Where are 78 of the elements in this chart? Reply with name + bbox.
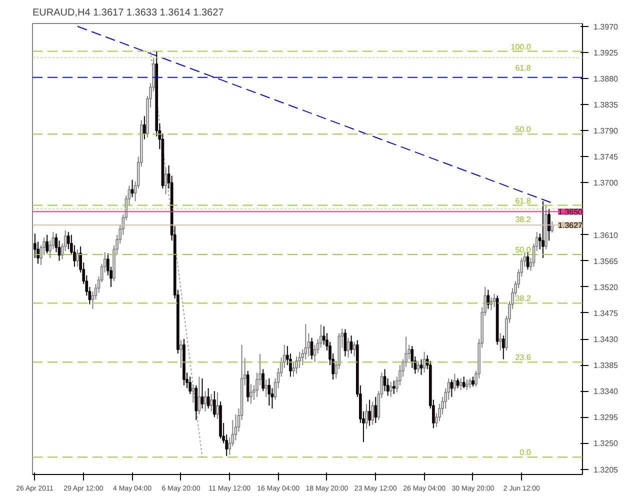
candlestick <box>498 332 502 352</box>
candlestick <box>420 358 423 376</box>
candlestick <box>352 341 356 357</box>
candlestick <box>383 368 386 392</box>
annotation: 100.0 <box>510 42 532 52</box>
candlestick <box>250 384 252 404</box>
annotation: 38.2 <box>515 214 532 224</box>
annotation: 23.6 <box>515 353 532 362</box>
candlestick <box>453 373 456 392</box>
candlestick <box>416 360 420 374</box>
chart-title: EURAUD,H4 1.3617 1.3633 1.3614 1.3627 <box>32 8 224 18</box>
candlestick <box>465 379 468 390</box>
candlestick <box>262 368 264 392</box>
candlestick <box>180 340 182 368</box>
candlestick <box>194 384 198 421</box>
candlestick <box>200 378 204 409</box>
candlestick <box>76 248 79 268</box>
y-tick-label: 1.3700 <box>594 178 619 188</box>
candlestick <box>548 208 550 242</box>
candlestick <box>210 394 213 412</box>
y-tick-label: 1.3790 <box>594 126 619 136</box>
candlestick <box>143 116 146 140</box>
candlestick <box>164 168 168 195</box>
candlestick <box>264 379 268 398</box>
y-tick-label: 1.3835 <box>594 100 619 110</box>
candlestick <box>268 378 271 406</box>
y-tick-label: 1.3205 <box>594 465 619 474</box>
candlestick <box>246 370 250 402</box>
candlestick <box>346 337 350 358</box>
y-tick-label: 1.3250 <box>594 439 619 448</box>
y-tick-label: 1.3925 <box>594 48 619 58</box>
annotation: 50.0 <box>515 246 532 254</box>
y-tick-label: 1.3745 <box>594 152 619 162</box>
annotation: 61.8 <box>515 196 532 206</box>
candlestick <box>206 388 210 409</box>
ref-line-label: 1.3650 <box>558 208 584 217</box>
candlestick <box>130 179 134 198</box>
candlestick <box>502 335 505 360</box>
y-tick-label: 1.3430 <box>594 335 619 344</box>
candlestick <box>350 335 353 354</box>
y-tick-label: 1.3970 <box>594 22 619 32</box>
candlestick <box>472 376 474 387</box>
candlestick <box>389 381 392 398</box>
candlestick <box>365 403 368 430</box>
y-tick-label: 1.3520 <box>594 282 619 292</box>
candlestick <box>368 399 371 426</box>
candlestick <box>374 396 378 424</box>
ref-line-label: 1.3627 <box>558 220 584 230</box>
candlestick <box>456 378 460 389</box>
candlestick <box>468 378 472 389</box>
y-tick-label: 1.3565 <box>594 256 619 266</box>
y-tick-label: 1.3610 <box>594 230 619 240</box>
candlestick <box>295 356 298 374</box>
candlestick <box>204 390 207 412</box>
candlestick <box>492 293 496 308</box>
y-tick-label: 1.3880 <box>594 74 619 84</box>
candlestick <box>46 234 49 254</box>
annotation: 0.0 <box>520 448 532 458</box>
candlestick <box>213 390 216 418</box>
candlestick <box>344 328 347 357</box>
candlestick <box>216 392 219 420</box>
y-tick-label: 1.3295 <box>594 413 619 422</box>
candlestick <box>459 378 462 390</box>
y-tick-label: 1.3475 <box>594 308 619 318</box>
y-tick-label: 1.3340 <box>594 387 619 396</box>
candlestick <box>66 231 70 250</box>
candlestick <box>188 376 192 395</box>
y-tick-label: 1.3385 <box>594 361 619 370</box>
annotation: 61.8 <box>515 64 532 73</box>
candlestick <box>542 200 544 258</box>
candlestick <box>550 221 554 233</box>
candlestick <box>371 401 374 426</box>
annotation: 38.2 <box>515 294 532 304</box>
annotation: 50.0 <box>515 125 532 134</box>
candlestick <box>392 380 396 395</box>
candlestick <box>192 384 195 404</box>
candlestick <box>198 376 201 415</box>
candlestick <box>462 376 466 389</box>
